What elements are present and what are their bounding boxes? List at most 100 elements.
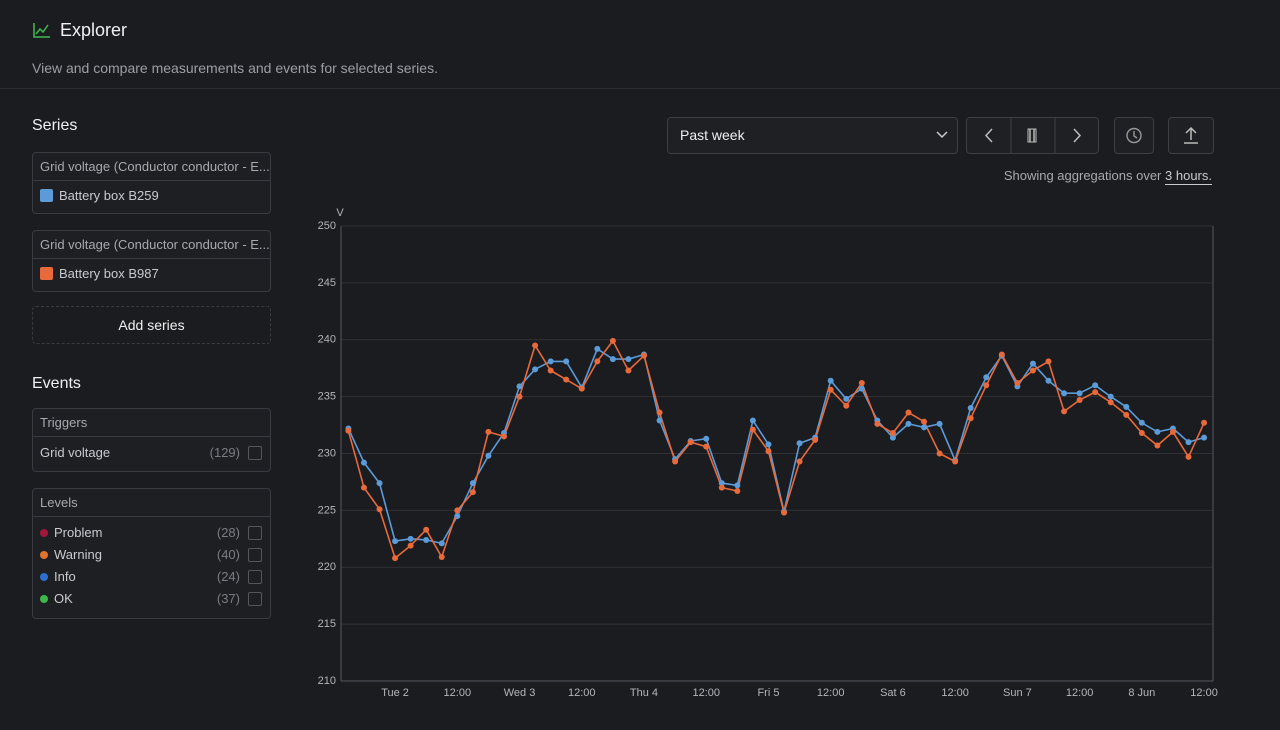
data-point: [594, 345, 601, 352]
data-point: [485, 428, 492, 435]
data-point: [718, 484, 725, 491]
data-point: [392, 555, 399, 562]
y-axis-label: V: [336, 207, 344, 219]
export-button[interactable]: [1168, 117, 1214, 154]
data-point: [687, 439, 694, 446]
x-tick-label: 8 Jun: [1128, 687, 1155, 699]
page-title: Explorer: [60, 20, 128, 40]
data-point: [485, 452, 492, 459]
data-point: [516, 393, 523, 400]
data-point: [827, 377, 834, 384]
data-point: [609, 356, 616, 363]
checkbox[interactable]: [248, 548, 262, 562]
data-point: [983, 374, 990, 381]
level-dot: [40, 551, 48, 559]
checkbox[interactable]: [248, 446, 262, 460]
data-point: [656, 417, 663, 424]
aggregation-link[interactable]: 3 hours.: [1165, 168, 1212, 183]
level-row[interactable]: Info (24): [33, 566, 270, 588]
data-point: [672, 458, 679, 465]
nav-icons: [984, 118, 1082, 153]
data-point: [1201, 434, 1208, 441]
data-point: [1076, 390, 1083, 397]
data-point: [983, 382, 990, 389]
data-point: [532, 366, 539, 373]
data-point: [1029, 367, 1036, 374]
x-tick-label: 12:00: [941, 687, 969, 699]
checkbox[interactable]: [248, 592, 262, 606]
chart: V 210 215 220 225 230 235 240 245 250 Tue 2 12:00 W…: [318, 207, 1218, 699]
data-point: [796, 458, 803, 465]
level-row[interactable]: Problem (28): [33, 522, 270, 544]
data-point: [952, 458, 959, 465]
series-card[interactable]: Grid voltage (Conductor conductor - E...…: [32, 230, 271, 292]
data-point: [796, 440, 803, 447]
data-point: [1123, 403, 1130, 410]
data-point: [407, 535, 414, 542]
aggregation-text: Showing aggregations over: [1003, 168, 1162, 183]
range-select[interactable]: Past week: [667, 117, 958, 154]
data-point: [532, 342, 539, 349]
data-point: [1045, 358, 1052, 365]
data-point: [827, 386, 834, 393]
data-point: [360, 484, 367, 491]
data-point: [936, 450, 943, 457]
series-card[interactable]: Grid voltage (Conductor conductor - E...…: [32, 152, 271, 214]
data-point: [1092, 382, 1099, 389]
data-point: [1045, 377, 1052, 384]
data-point: [718, 480, 725, 487]
legend-entry: Battery box B987: [59, 266, 159, 281]
data-point: [1123, 411, 1130, 418]
legend-entry: Battery box B259: [59, 188, 159, 203]
trigger-count: (129): [209, 445, 240, 460]
data-point: [1201, 419, 1208, 426]
data-point: [423, 536, 430, 543]
add-series-button[interactable]: Add series: [32, 306, 271, 344]
checkbox[interactable]: [248, 570, 262, 584]
divider: [0, 88, 1280, 89]
x-tick-label: 12:00: [444, 687, 472, 699]
level-label: Info: [54, 569, 76, 584]
data-point: [1138, 430, 1145, 437]
data-point: [936, 420, 943, 427]
level-row[interactable]: Warning (40): [33, 544, 270, 566]
level-count: (40): [216, 547, 240, 562]
data-point: [376, 506, 383, 513]
x-tick-label: Thu 4: [630, 687, 658, 699]
series-line: [347, 340, 1205, 559]
level-label: OK: [54, 591, 73, 606]
data-point: [625, 367, 632, 374]
data-point: [905, 420, 912, 427]
data-point: [1092, 389, 1099, 396]
checkbox[interactable]: [248, 526, 262, 540]
data-point: [1185, 453, 1192, 460]
data-point: [563, 376, 570, 383]
data-point: [1138, 419, 1145, 426]
data-point: [921, 424, 928, 431]
level-row[interactable]: OK (37): [33, 588, 270, 610]
data-point: [749, 426, 756, 433]
data-point: [376, 480, 383, 487]
data-point: [345, 427, 352, 434]
data-point: [921, 418, 928, 425]
data-point: [547, 358, 554, 365]
y-tick-label: 245: [318, 277, 336, 289]
data-point: [1014, 379, 1021, 386]
data-point: [874, 420, 881, 427]
x-tick-label: 12:00: [817, 687, 845, 699]
trigger-row[interactable]: Grid voltage (129): [33, 442, 270, 464]
y-tick-label: 240: [318, 334, 336, 346]
data-point: [889, 430, 896, 437]
data-point: [843, 395, 850, 402]
data-point: [967, 405, 974, 411]
x-tick-label: Tue 2: [381, 687, 409, 699]
data-point: [967, 415, 974, 422]
data-point: [625, 356, 632, 363]
data-point: [858, 385, 865, 392]
history-button[interactable]: [1114, 117, 1154, 154]
x-tick-label: 12:00: [568, 687, 596, 699]
nav-buttons: [966, 117, 1099, 154]
x-tick-label: Fri 5: [757, 687, 779, 699]
page-subtitle: View and compare measurements and events…: [32, 60, 438, 76]
data-point: [578, 385, 585, 392]
